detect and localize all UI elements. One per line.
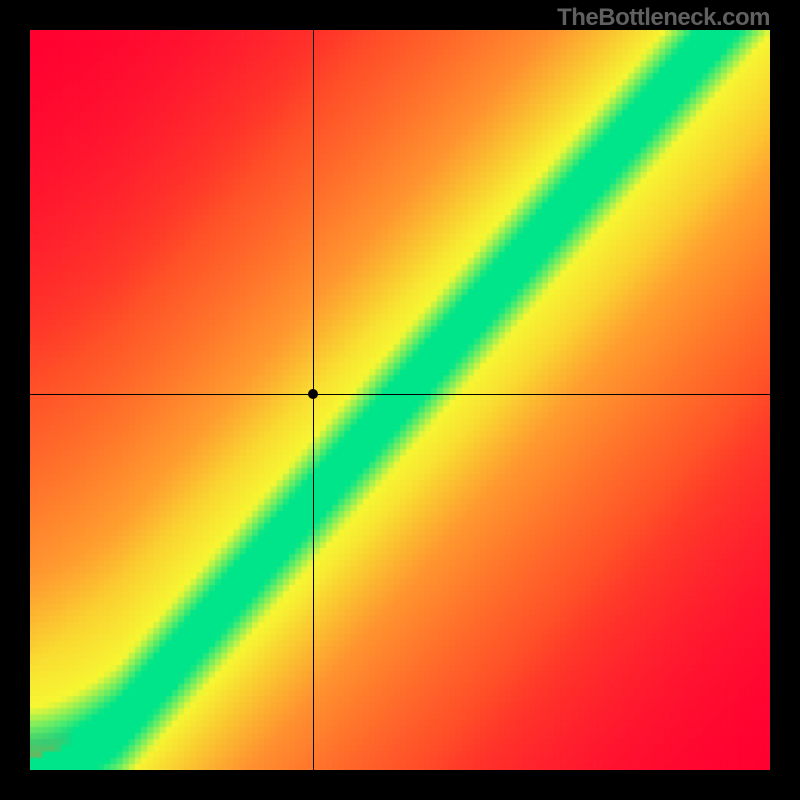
crosshair-marker[interactable] bbox=[308, 389, 318, 399]
crosshair-vertical bbox=[313, 30, 314, 770]
crosshair-horizontal bbox=[30, 394, 770, 395]
heatmap-canvas bbox=[30, 30, 770, 770]
attribution-text: TheBottleneck.com bbox=[557, 4, 770, 32]
chart-container: TheBottleneck.com bbox=[0, 0, 800, 800]
plot-area bbox=[30, 30, 770, 770]
